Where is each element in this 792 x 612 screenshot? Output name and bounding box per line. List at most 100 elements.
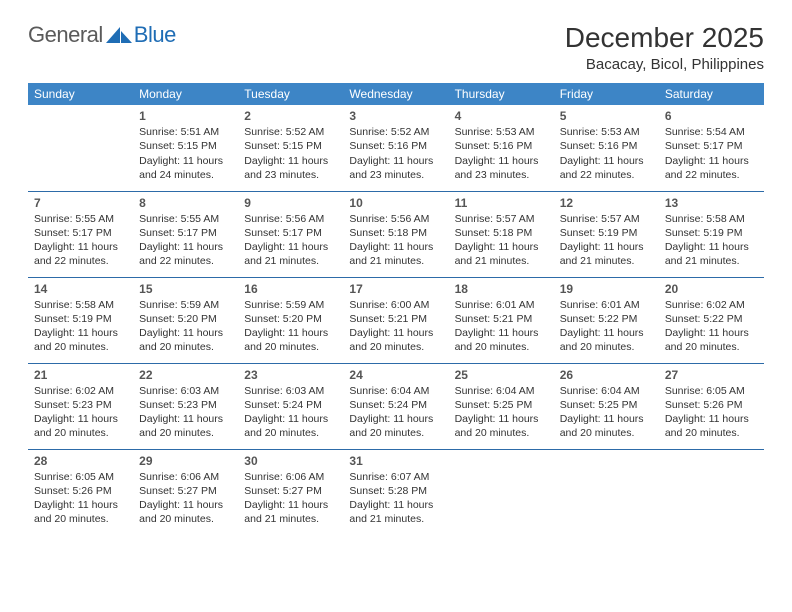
day-number: 13 (665, 195, 758, 211)
day-number: 12 (560, 195, 653, 211)
sunrise-text: Sunrise: 6:06 AM (139, 470, 232, 484)
daylight-text: Daylight: 11 hours and 22 minutes. (139, 240, 232, 268)
sunrise-text: Sunrise: 6:03 AM (139, 384, 232, 398)
sunset-text: Sunset: 5:20 PM (139, 312, 232, 326)
sunrise-text: Sunrise: 6:04 AM (560, 384, 653, 398)
daylight-text: Daylight: 11 hours and 20 minutes. (244, 326, 337, 354)
calendar-day-cell: 27Sunrise: 6:05 AMSunset: 5:26 PMDayligh… (659, 363, 764, 449)
sunrise-text: Sunrise: 6:03 AM (244, 384, 337, 398)
sunrise-text: Sunrise: 5:55 AM (139, 212, 232, 226)
weekday-header: Friday (554, 83, 659, 105)
daylight-text: Daylight: 11 hours and 20 minutes. (34, 326, 127, 354)
logo-sail-icon (106, 25, 132, 43)
calendar-day-cell: 16Sunrise: 5:59 AMSunset: 5:20 PMDayligh… (238, 277, 343, 363)
day-number: 16 (244, 281, 337, 297)
daylight-text: Daylight: 11 hours and 20 minutes. (455, 412, 548, 440)
sunrise-text: Sunrise: 5:53 AM (455, 125, 548, 139)
calendar-day-cell: 3Sunrise: 5:52 AMSunset: 5:16 PMDaylight… (343, 105, 448, 191)
daylight-text: Daylight: 11 hours and 20 minutes. (244, 412, 337, 440)
day-number: 6 (665, 108, 758, 124)
sunrise-text: Sunrise: 6:02 AM (665, 298, 758, 312)
day-number: 23 (244, 367, 337, 383)
calendar-day-cell: 5Sunrise: 5:53 AMSunset: 5:16 PMDaylight… (554, 105, 659, 191)
sunset-text: Sunset: 5:19 PM (560, 226, 653, 240)
calendar-day-cell: 22Sunrise: 6:03 AMSunset: 5:23 PMDayligh… (133, 363, 238, 449)
daylight-text: Daylight: 11 hours and 20 minutes. (665, 326, 758, 354)
sunset-text: Sunset: 5:25 PM (560, 398, 653, 412)
calendar-table: Sunday Monday Tuesday Wednesday Thursday… (28, 83, 764, 535)
sunset-text: Sunset: 5:18 PM (349, 226, 442, 240)
calendar-day-cell: 9Sunrise: 5:56 AMSunset: 5:17 PMDaylight… (238, 191, 343, 277)
day-number: 10 (349, 195, 442, 211)
sunrise-text: Sunrise: 5:51 AM (139, 125, 232, 139)
daylight-text: Daylight: 11 hours and 20 minutes. (349, 326, 442, 354)
sunrise-text: Sunrise: 6:06 AM (244, 470, 337, 484)
daylight-text: Daylight: 11 hours and 23 minutes. (349, 154, 442, 182)
calendar-day-cell: 2Sunrise: 5:52 AMSunset: 5:15 PMDaylight… (238, 105, 343, 191)
calendar-day-cell: 24Sunrise: 6:04 AMSunset: 5:24 PMDayligh… (343, 363, 448, 449)
daylight-text: Daylight: 11 hours and 24 minutes. (139, 154, 232, 182)
title-block: December 2025 Bacacay, Bicol, Philippine… (565, 22, 764, 73)
sunrise-text: Sunrise: 5:52 AM (349, 125, 442, 139)
calendar-day-cell: 31Sunrise: 6:07 AMSunset: 5:28 PMDayligh… (343, 449, 448, 535)
day-number: 31 (349, 453, 442, 469)
calendar-day-cell: 6Sunrise: 5:54 AMSunset: 5:17 PMDaylight… (659, 105, 764, 191)
day-number: 26 (560, 367, 653, 383)
day-number: 18 (455, 281, 548, 297)
sunset-text: Sunset: 5:17 PM (665, 139, 758, 153)
daylight-text: Daylight: 11 hours and 21 minutes. (244, 498, 337, 526)
sunset-text: Sunset: 5:17 PM (244, 226, 337, 240)
calendar-day-cell: 17Sunrise: 6:00 AMSunset: 5:21 PMDayligh… (343, 277, 448, 363)
weekday-header: Saturday (659, 83, 764, 105)
calendar-day-cell (554, 449, 659, 535)
calendar-page: General Blue December 2025 Bacacay, Bico… (0, 0, 792, 557)
day-number: 24 (349, 367, 442, 383)
daylight-text: Daylight: 11 hours and 21 minutes. (665, 240, 758, 268)
month-title: December 2025 (565, 22, 764, 54)
calendar-day-cell: 10Sunrise: 5:56 AMSunset: 5:18 PMDayligh… (343, 191, 448, 277)
sunrise-text: Sunrise: 5:59 AM (244, 298, 337, 312)
day-number: 14 (34, 281, 127, 297)
daylight-text: Daylight: 11 hours and 23 minutes. (455, 154, 548, 182)
day-number: 19 (560, 281, 653, 297)
sunrise-text: Sunrise: 6:07 AM (349, 470, 442, 484)
calendar-day-cell: 19Sunrise: 6:01 AMSunset: 5:22 PMDayligh… (554, 277, 659, 363)
calendar-day-cell (659, 449, 764, 535)
sunset-text: Sunset: 5:27 PM (139, 484, 232, 498)
day-number: 20 (665, 281, 758, 297)
calendar-week-row: 7Sunrise: 5:55 AMSunset: 5:17 PMDaylight… (28, 191, 764, 277)
day-number: 22 (139, 367, 232, 383)
calendar-day-cell: 18Sunrise: 6:01 AMSunset: 5:21 PMDayligh… (449, 277, 554, 363)
sunrise-text: Sunrise: 5:58 AM (34, 298, 127, 312)
day-number: 11 (455, 195, 548, 211)
location-label: Bacacay, Bicol, Philippines (565, 56, 764, 73)
daylight-text: Daylight: 11 hours and 20 minutes. (349, 412, 442, 440)
sunset-text: Sunset: 5:15 PM (139, 139, 232, 153)
sunset-text: Sunset: 5:16 PM (560, 139, 653, 153)
sunrise-text: Sunrise: 5:56 AM (244, 212, 337, 226)
logo-text-general: General (28, 22, 103, 48)
daylight-text: Daylight: 11 hours and 21 minutes. (560, 240, 653, 268)
sunrise-text: Sunrise: 5:57 AM (560, 212, 653, 226)
sunset-text: Sunset: 5:19 PM (665, 226, 758, 240)
day-number: 15 (139, 281, 232, 297)
daylight-text: Daylight: 11 hours and 21 minutes. (455, 240, 548, 268)
sunset-text: Sunset: 5:16 PM (349, 139, 442, 153)
daylight-text: Daylight: 11 hours and 20 minutes. (665, 412, 758, 440)
calendar-body: 1Sunrise: 5:51 AMSunset: 5:15 PMDaylight… (28, 105, 764, 535)
daylight-text: Daylight: 11 hours and 22 minutes. (665, 154, 758, 182)
calendar-day-cell: 20Sunrise: 6:02 AMSunset: 5:22 PMDayligh… (659, 277, 764, 363)
weekday-header: Monday (133, 83, 238, 105)
calendar-day-cell: 1Sunrise: 5:51 AMSunset: 5:15 PMDaylight… (133, 105, 238, 191)
calendar-day-cell: 25Sunrise: 6:04 AMSunset: 5:25 PMDayligh… (449, 363, 554, 449)
weekday-header: Wednesday (343, 83, 448, 105)
daylight-text: Daylight: 11 hours and 23 minutes. (244, 154, 337, 182)
daylight-text: Daylight: 11 hours and 20 minutes. (560, 326, 653, 354)
sunset-text: Sunset: 5:21 PM (349, 312, 442, 326)
day-number: 25 (455, 367, 548, 383)
day-number: 30 (244, 453, 337, 469)
day-number: 5 (560, 108, 653, 124)
calendar-day-cell: 12Sunrise: 5:57 AMSunset: 5:19 PMDayligh… (554, 191, 659, 277)
weekday-header: Tuesday (238, 83, 343, 105)
weekday-header: Sunday (28, 83, 133, 105)
